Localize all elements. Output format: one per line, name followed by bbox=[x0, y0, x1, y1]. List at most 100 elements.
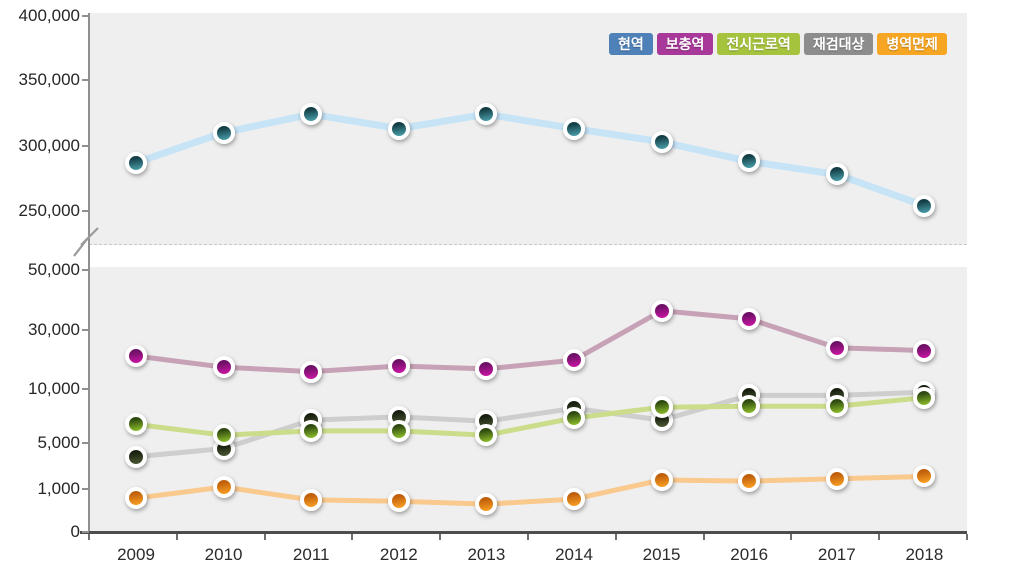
x-axis-line bbox=[80, 531, 967, 534]
lower-series-layer bbox=[133, 308, 927, 507]
legend-item-label: 전시근로역 bbox=[726, 36, 791, 52]
x-axis-tick bbox=[702, 534, 705, 540]
data-point-wartime-labor-2013 bbox=[475, 424, 498, 447]
data-point-supplementary-2018 bbox=[913, 339, 936, 362]
data-point-active-duty-2017 bbox=[825, 163, 848, 186]
legend-item-wartime-labor: 전시근로역 bbox=[717, 33, 800, 55]
series-line-wartime-labor bbox=[133, 395, 927, 438]
data-point-reexamination-2009 bbox=[125, 445, 147, 468]
x-tick-label-2015: 2015 bbox=[642, 545, 681, 564]
y-axis-tick bbox=[82, 79, 89, 81]
x-tick-label-2013: 2013 bbox=[467, 545, 506, 564]
data-point-wartime-labor-2018 bbox=[913, 386, 936, 409]
x-tick-label-2017: 2017 bbox=[817, 545, 856, 564]
x-axis-tick bbox=[175, 534, 178, 540]
data-point-active-duty-2009 bbox=[125, 151, 147, 174]
x-tick-label-2018: 2018 bbox=[905, 545, 944, 564]
x-tick-label-2010: 2010 bbox=[204, 545, 243, 564]
x-axis-tick bbox=[263, 534, 266, 540]
data-point-active-duty-2014 bbox=[563, 117, 585, 140]
data-point-exemption-2013 bbox=[475, 493, 498, 516]
series-line-exemption bbox=[133, 474, 927, 507]
data-point-supplementary-2015 bbox=[650, 299, 673, 322]
x-tick-label-2012: 2012 bbox=[379, 545, 418, 564]
y-tick-label: 0 bbox=[70, 521, 80, 541]
x-axis-tick bbox=[878, 534, 881, 540]
data-point-exemption-2017 bbox=[825, 467, 848, 490]
data-point-active-duty-2013 bbox=[475, 103, 498, 126]
data-point-exemption-2010 bbox=[212, 475, 235, 498]
y-axis-tick bbox=[82, 488, 89, 491]
y-axis-line bbox=[88, 13, 90, 534]
data-point-exemption-2014 bbox=[563, 488, 585, 511]
data-point-exemption-2018 bbox=[913, 465, 936, 488]
y-axis-tick bbox=[82, 441, 89, 444]
data-point-supplementary-2014 bbox=[563, 349, 585, 372]
data-point-wartime-labor-2017 bbox=[825, 395, 848, 418]
series-line-supplementary bbox=[133, 308, 927, 375]
legend-item-supplementary: 보충역 bbox=[656, 33, 714, 55]
data-point-active-duty-2015 bbox=[650, 130, 673, 153]
y-tick-label: 250,000 bbox=[18, 201, 80, 220]
data-point-exemption-2011 bbox=[300, 488, 323, 511]
legend: 현역 보충역 전시근로역 재검대상 병역면제 bbox=[609, 33, 947, 55]
data-point-wartime-labor-2015 bbox=[650, 396, 673, 419]
x-tick-label-2011: 2011 bbox=[292, 545, 330, 564]
y-tick-label: 10,000 bbox=[28, 379, 80, 398]
x-tick-label-2014: 2014 bbox=[555, 545, 593, 564]
data-point-supplementary-2011 bbox=[300, 360, 323, 383]
data-point-wartime-labor-2009 bbox=[125, 413, 147, 436]
x-axis-tick bbox=[88, 534, 90, 540]
series-line-active-duty bbox=[132, 110, 928, 210]
data-point-supplementary-2017 bbox=[825, 336, 848, 359]
y-axis-tick bbox=[82, 269, 89, 271]
data-point-wartime-labor-2011 bbox=[300, 419, 323, 442]
x-tick-label-2016: 2016 bbox=[730, 545, 769, 564]
upper-series-layer bbox=[132, 110, 928, 210]
data-point-supplementary-2010 bbox=[212, 356, 235, 379]
data-point-supplementary-2009 bbox=[125, 344, 147, 367]
data-point-active-duty-2016 bbox=[738, 150, 761, 173]
y-tick-label: 400,000 bbox=[18, 5, 80, 25]
y-tick-label: 30,000 bbox=[28, 320, 80, 339]
y-axis-tick bbox=[82, 329, 89, 331]
y-tick-label: 5,000 bbox=[37, 432, 80, 452]
x-axis-tick bbox=[790, 534, 793, 540]
y-axis-tick bbox=[82, 388, 89, 390]
y-tick-label: 300,000 bbox=[18, 135, 80, 155]
data-point-exemption-2015 bbox=[650, 468, 673, 491]
x-axis-tick bbox=[527, 534, 529, 540]
data-point-supplementary-2013 bbox=[475, 357, 498, 380]
data-point-active-duty-2011 bbox=[300, 103, 323, 126]
x-axis-tick bbox=[966, 534, 968, 540]
data-point-supplementary-2012 bbox=[387, 354, 410, 377]
data-point-active-duty-2018 bbox=[913, 194, 936, 217]
data-point-wartime-labor-2014 bbox=[563, 406, 585, 429]
x-tick-label-2009: 2009 bbox=[117, 545, 155, 564]
data-point-exemption-2016 bbox=[738, 470, 761, 493]
data-point-exemption-2012 bbox=[387, 490, 410, 513]
y-axis-tick bbox=[82, 530, 89, 533]
data-point-exemption-2009 bbox=[125, 487, 147, 510]
y-axis-tick bbox=[82, 14, 89, 17]
data-point-wartime-labor-2016 bbox=[738, 395, 761, 418]
data-point-wartime-labor-2012 bbox=[387, 419, 410, 442]
y-tick-label: 1,000 bbox=[37, 479, 80, 499]
legend-item-reexamination: 재검대상 bbox=[803, 33, 874, 55]
y-axis-tick bbox=[82, 210, 89, 212]
y-axis-tick bbox=[82, 144, 89, 147]
data-point-active-duty-2012 bbox=[387, 117, 410, 140]
data-point-supplementary-2016 bbox=[738, 307, 761, 330]
x-axis-tick bbox=[439, 534, 442, 540]
legend-item-active-duty: 현역 bbox=[609, 33, 653, 55]
y-tick-label: 50,000 bbox=[28, 260, 80, 279]
legend-item-label: 재검대상 bbox=[812, 36, 865, 52]
x-axis-tick bbox=[614, 534, 617, 540]
y-tick-label: 350,000 bbox=[18, 70, 80, 89]
legend-item-label: 병역면제 bbox=[886, 36, 938, 52]
data-point-wartime-labor-2010 bbox=[212, 424, 235, 447]
axis-break-icon bbox=[73, 227, 99, 257]
data-point-active-duty-2010 bbox=[212, 121, 235, 144]
x-axis-tick bbox=[351, 534, 354, 540]
